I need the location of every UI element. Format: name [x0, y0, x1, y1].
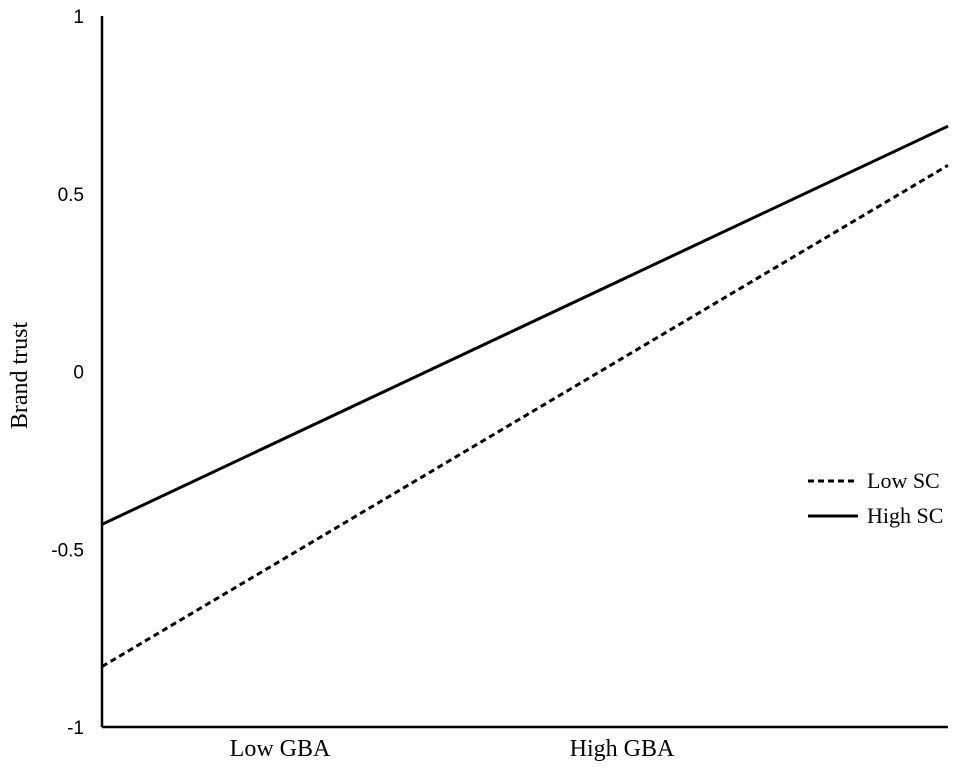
- x-tick-label: High GBA: [570, 736, 675, 762]
- y-tick-label: 0: [73, 363, 84, 384]
- series-line-low-sc: [101, 164, 949, 668]
- x-tick-label: Low GBA: [230, 736, 331, 762]
- legend-label-high-sc: High SC: [867, 503, 943, 528]
- y-tick-label: 1: [73, 7, 84, 28]
- y-tick-label: -0.5: [51, 540, 84, 561]
- y-tick-label: -1: [67, 718, 84, 739]
- series-line-high-sc: [101, 124, 949, 526]
- y-tick-label: 0.5: [58, 185, 84, 206]
- legend-label-low-sc: Low SC: [867, 468, 940, 493]
- y-axis-title: Brand trust: [7, 322, 33, 430]
